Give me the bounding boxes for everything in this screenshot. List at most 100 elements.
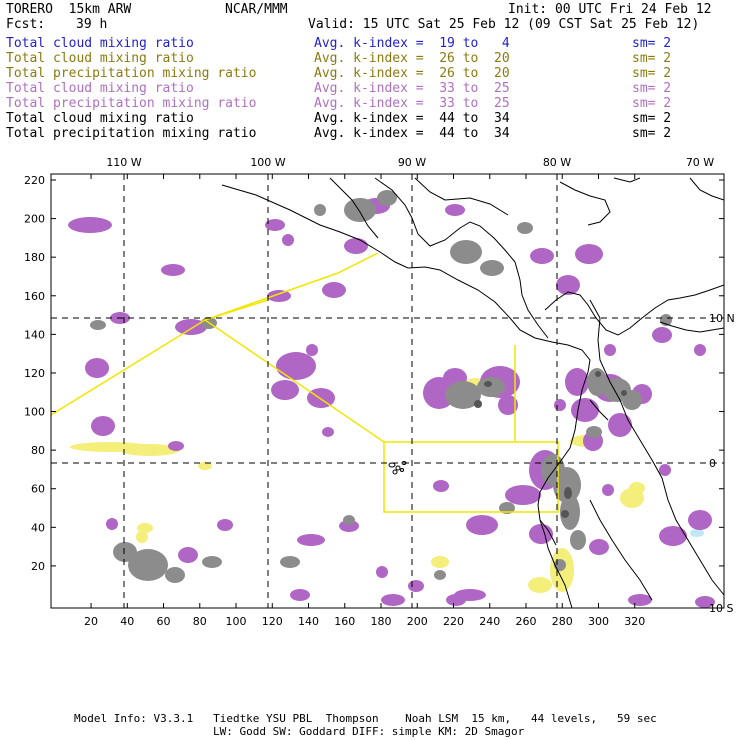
legend-smoothing: sm= 2 bbox=[632, 51, 672, 66]
longitude-labels: 110 W 100 W 90 W 80 W 70 W bbox=[106, 156, 714, 169]
x-tick-label: 20 bbox=[84, 615, 98, 628]
cloud-mixing-area bbox=[376, 566, 388, 578]
cloud-gray-area bbox=[90, 320, 106, 330]
cloud-mixing-area bbox=[168, 441, 184, 451]
cloud-mixing-area bbox=[297, 534, 325, 546]
model-title: TORERO 15km ARW bbox=[6, 2, 132, 17]
galapagos-island bbox=[388, 462, 396, 468]
x-tick-label: 40 bbox=[120, 615, 134, 628]
y-tick-label: 180 bbox=[24, 251, 45, 264]
cloud-gray-area bbox=[517, 222, 533, 234]
cloud-mixing-area bbox=[652, 327, 672, 343]
cloud-dense-core bbox=[621, 390, 627, 396]
precip-area bbox=[198, 462, 212, 470]
cloud-gray-area bbox=[344, 198, 376, 222]
precip-area bbox=[136, 531, 148, 543]
cloud-gray-area bbox=[165, 567, 185, 583]
y-tick-label: 60 bbox=[31, 483, 45, 496]
cloud-mixing-area bbox=[106, 518, 118, 530]
cloud-mixing-area bbox=[628, 594, 652, 606]
cloud-mixing-area bbox=[271, 380, 299, 400]
cloud-gray-area bbox=[113, 542, 137, 562]
x-tick-label: 220 bbox=[443, 615, 464, 628]
y-axis-ticks: 220 200 180 160 140 120 100 80 60 40 20 bbox=[24, 174, 724, 573]
coastline bbox=[613, 177, 641, 183]
cloud-gray-area bbox=[499, 502, 515, 514]
cloud-mixing-area bbox=[445, 204, 465, 216]
forecast-label: Fcst: bbox=[6, 17, 46, 32]
legend-kindex: Avg. k-index = 26 to 20 bbox=[314, 51, 510, 66]
legend-variable: Total cloud mixing ratio bbox=[6, 51, 194, 66]
x-tick-label: 280 bbox=[552, 615, 573, 628]
cloud-gray-area bbox=[587, 368, 607, 396]
cloud-mixing-area bbox=[433, 480, 449, 492]
cloud-mixing-area bbox=[408, 580, 424, 592]
galapagos-island bbox=[392, 469, 398, 475]
legend-variable: Total cloud mixing ratio bbox=[6, 36, 194, 51]
precip-area bbox=[137, 523, 153, 533]
cloud-gray-area bbox=[570, 530, 586, 550]
longitude-label: 90 W bbox=[398, 156, 426, 169]
x-tick-label: 60 bbox=[157, 615, 171, 628]
coastline bbox=[689, 177, 724, 201]
longitude-label: 110 W bbox=[106, 156, 141, 169]
map-frame bbox=[50, 173, 725, 609]
y-tick-label: 100 bbox=[24, 406, 45, 419]
cloud-mixing-area bbox=[381, 594, 405, 606]
x-tick-label: 240 bbox=[479, 615, 500, 628]
cloud-mixing-area bbox=[276, 352, 316, 380]
cloud-mixing-area bbox=[554, 399, 566, 411]
cloud-gray-area bbox=[343, 515, 355, 525]
cloud-mixing-area bbox=[565, 368, 589, 396]
cloud-mixing-area bbox=[659, 464, 671, 476]
x-axis-ticks: 20 40 60 80 100 120 140 160 180 200 220 240 260 280 30… bbox=[84, 174, 645, 628]
x-tick-label: 80 bbox=[193, 615, 207, 628]
cloud-mixing-area bbox=[688, 510, 712, 530]
longitude-label: 70 W bbox=[686, 156, 714, 169]
cloud-gray-area bbox=[480, 260, 504, 276]
domain-boundary bbox=[204, 319, 385, 443]
coastline bbox=[221, 184, 591, 608]
cloud-dense-core bbox=[484, 381, 492, 387]
domain-boundary bbox=[51, 252, 379, 416]
cloud-mixing-area bbox=[91, 416, 115, 436]
legend-kindex: Avg. k-index = 33 to 25 bbox=[314, 96, 510, 111]
precip-area bbox=[629, 482, 645, 494]
cloud-dense-core bbox=[564, 487, 572, 499]
cloud-mixing-area bbox=[306, 344, 318, 356]
cloud-gray-area bbox=[586, 426, 602, 438]
cloud-mixing-area bbox=[608, 413, 632, 437]
cloud-mixing-area bbox=[530, 248, 554, 264]
latitude-label: 0 bbox=[709, 457, 716, 470]
legend-smoothing: sm= 2 bbox=[632, 126, 672, 141]
precip-area bbox=[528, 577, 552, 593]
cloud-mixing-area bbox=[282, 234, 294, 246]
model-info: Model Info: V3.3.1 Tiedtke YSU PBL Thomp… bbox=[74, 712, 657, 725]
legend-smoothing: sm= 2 bbox=[632, 36, 672, 51]
y-tick-label: 120 bbox=[24, 367, 45, 380]
coastline bbox=[659, 321, 724, 333]
latitude-label: 10 N bbox=[709, 312, 735, 325]
coastline bbox=[539, 519, 557, 546]
cloud-gray-area bbox=[560, 494, 580, 530]
galapagos-island bbox=[400, 468, 404, 472]
cloud-mixing-area bbox=[575, 244, 603, 264]
legend-smoothing: sm= 2 bbox=[632, 111, 672, 126]
legend-kindex: Avg. k-index = 26 to 20 bbox=[314, 66, 510, 81]
legend-variable: Total precipitation mixing ratio bbox=[6, 126, 257, 141]
x-tick-label: 300 bbox=[588, 615, 609, 628]
cloud-mixing-area bbox=[322, 282, 346, 298]
x-tick-label: 320 bbox=[624, 615, 645, 628]
cloud-mixing-area bbox=[85, 358, 109, 378]
longitude-label: 80 W bbox=[543, 156, 571, 169]
legend-smoothing: sm= 2 bbox=[632, 81, 672, 96]
cloud-mixing-area bbox=[498, 395, 518, 415]
coastline bbox=[589, 499, 653, 601]
cloud-gray-area bbox=[434, 570, 446, 580]
cloud-dense-core bbox=[561, 510, 569, 518]
cloud-mixing-area bbox=[529, 524, 553, 544]
y-tick-label: 40 bbox=[31, 521, 45, 534]
light-precip-area bbox=[690, 529, 704, 537]
cloud-mixing-area bbox=[339, 520, 359, 532]
y-tick-label: 80 bbox=[31, 444, 45, 457]
